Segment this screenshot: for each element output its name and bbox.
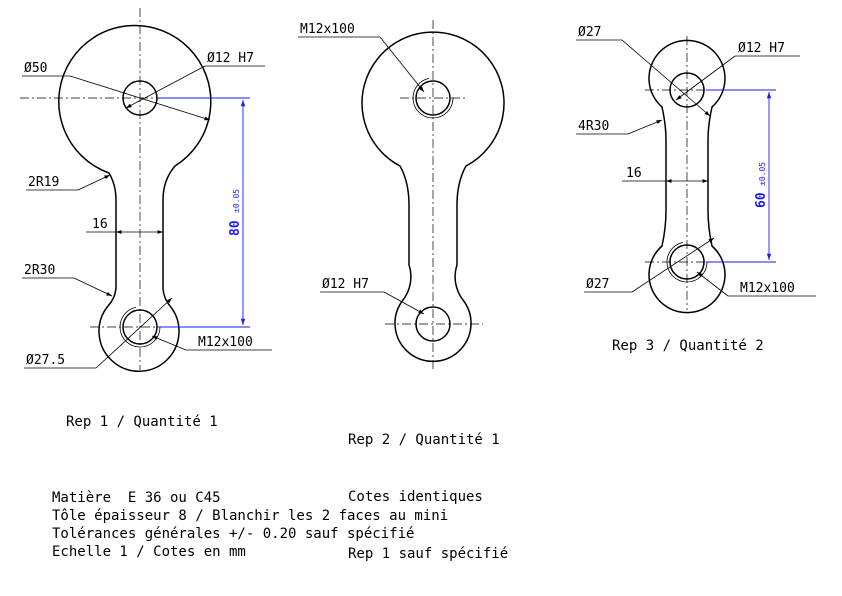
part-2-caption-line-2: Cotes identiques: [348, 489, 483, 505]
part-1-r19-label: 2R19: [28, 175, 59, 190]
note-material: Matière E 36 ou C45: [52, 490, 221, 506]
part-1-w16-label: 16: [92, 217, 108, 232]
part-3-caption: Rep 3 / Quantité 2: [612, 338, 764, 354]
note-scale: Echelle 1 / Cotes en mm: [52, 544, 246, 560]
part-3-r30-leader: [627, 119, 663, 135]
part-3-d27bot-label: Ø27: [586, 277, 609, 292]
part-1-len-label: 80: [228, 220, 243, 236]
part-3-len-tol: ±0.05: [758, 162, 767, 186]
part-2-d12h7-label: Ø12 H7: [322, 277, 369, 292]
part-1-r30-leader: [73, 277, 113, 297]
part-3-outline: [648, 39, 726, 314]
part-1-m12-leader: [151, 335, 187, 351]
part-1: Ø50 Ø12 H7 2R19 16 2R30 Ø27.5 M12x100 80…: [20, 8, 272, 372]
part-2: M12x100 Ø12 H7: [298, 20, 505, 370]
part-1-d12h7-leader: [125, 65, 206, 109]
part-3: Ø27 Ø12 H7 4R30 16 Ø27 M12x100 60 ±0.05: [576, 25, 816, 314]
part-1-d27-label: Ø27.5: [26, 353, 65, 368]
part-1-r19-leader: [77, 174, 111, 191]
part-1-d50-leader: [69, 75, 211, 121]
part-2-top-hole: [415, 80, 451, 116]
note-tolerances: Tolérances générales +/- 0.20 sauf spéci…: [52, 526, 415, 542]
part-1-m12-label: M12x100: [198, 335, 253, 350]
part-3-w16-label: 16: [626, 166, 642, 181]
part-3-d12h7-label: Ø12 H7: [738, 41, 785, 56]
part-1-r30-label: 2R30: [24, 263, 55, 278]
part-3-len-label: 60: [754, 192, 769, 208]
part-1-d12h7-label: Ø12 H7: [207, 51, 254, 66]
part-1-len-tol: ±0.05: [232, 189, 241, 213]
part-1-caption: Rep 1 / Quantité 1: [66, 414, 218, 430]
part-2-d12h7-leader: [383, 291, 425, 315]
part-2-m12-label: M12x100: [300, 22, 355, 37]
note-thickness: Tôle épaisseur 8 / Blanchir les 2 faces …: [52, 508, 449, 524]
part-3-r30-label: 4R30: [578, 119, 609, 134]
part-2-m12-leader: [379, 36, 425, 93]
part-1-d50-label: Ø50: [24, 61, 47, 76]
part-3-d12h7-leader: [675, 55, 736, 101]
part-3-m12-leader: [696, 271, 729, 297]
part-3-d27bot-leader: [631, 237, 715, 293]
part-3-d27top-label: Ø27: [578, 25, 601, 40]
part-2-caption: Rep 2 / Quantité 1 Cotes identiques Rep …: [348, 393, 508, 583]
part-2-caption-line-1: Rep 2 / Quantité 1: [348, 432, 500, 448]
general-notes: Matière E 36 ou C45 Tôle épaisseur 8 / B…: [52, 489, 448, 561]
part-2-caption-line-3: Rep 1 sauf spécifié: [348, 546, 509, 562]
part-3-d27top-leader: [621, 39, 711, 117]
part-1-d27-leader: [95, 297, 173, 369]
part-3-m12-label: M12x100: [740, 281, 795, 296]
part-1-outline: [58, 24, 212, 372]
